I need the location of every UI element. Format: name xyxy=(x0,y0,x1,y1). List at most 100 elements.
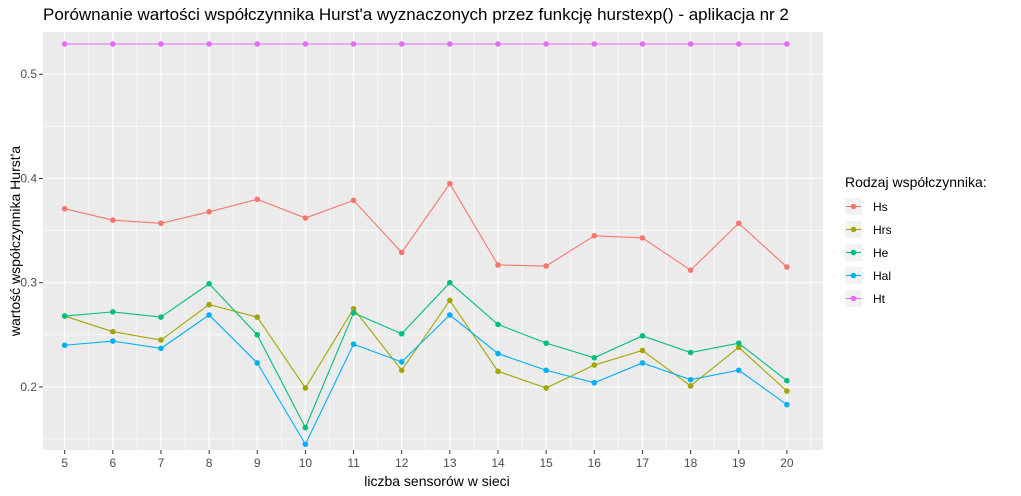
data-point-hal xyxy=(639,360,646,366)
legend-label-hal: Hal xyxy=(873,269,891,283)
x-tick-label: 7 xyxy=(158,456,165,470)
data-point-he xyxy=(447,279,453,286)
data-point-he xyxy=(784,377,790,384)
legend-title: Rodzaj współczynnika: xyxy=(845,174,987,190)
x-tick-label: 8 xyxy=(206,456,213,470)
data-point-he xyxy=(110,309,116,315)
series-line-hs xyxy=(64,182,788,271)
data-point-ht xyxy=(495,41,501,47)
data-point-hs xyxy=(398,249,405,256)
data-point-hrs xyxy=(206,301,212,308)
y-tick-label: 0.5 xyxy=(20,67,37,81)
data-point-hs xyxy=(591,232,598,239)
legend: Rodzaj współczynnika: Hs Hrs He Hal Ht xyxy=(845,174,987,307)
data-point-he xyxy=(302,424,309,431)
data-point-hs xyxy=(639,235,646,241)
data-point-hal xyxy=(350,341,357,347)
x-tick-label: 5 xyxy=(61,456,68,470)
data-point-hal xyxy=(784,401,790,408)
series-line-hrs xyxy=(64,299,788,392)
legend-point-ht xyxy=(850,295,857,302)
data-point-ht xyxy=(687,41,694,47)
data-point-hal xyxy=(398,359,405,365)
data-point-he xyxy=(639,333,646,339)
data-point-hal xyxy=(447,312,453,318)
series-layer xyxy=(61,41,790,448)
series-line-he xyxy=(64,281,788,429)
data-point-ht xyxy=(398,41,405,47)
chart-title: Porównanie wartości współczynnika Hurst'… xyxy=(43,5,789,24)
legend-label-he: He xyxy=(873,246,889,260)
data-point-he xyxy=(398,330,405,337)
data-point-hs xyxy=(350,197,357,204)
data-point-hrs xyxy=(543,385,549,391)
x-tick-label: 18 xyxy=(684,456,698,470)
data-point-hrs xyxy=(350,305,357,312)
data-point-he xyxy=(543,340,549,346)
data-point-ht xyxy=(735,41,742,47)
data-point-ht xyxy=(110,41,116,47)
data-point-hrs xyxy=(398,367,405,374)
legend-label-ht: Ht xyxy=(873,292,886,306)
data-point-hal xyxy=(158,345,164,352)
data-point-hrs xyxy=(784,388,790,394)
data-point-hs xyxy=(735,220,742,227)
data-point-ht xyxy=(447,41,453,47)
y-axis-title: wartość współczynnika Hurst'a xyxy=(7,146,23,337)
data-point-ht xyxy=(302,41,309,47)
x-tick-label: 17 xyxy=(636,456,650,470)
data-point-he xyxy=(158,314,164,320)
data-point-he xyxy=(61,313,68,319)
data-point-hal xyxy=(254,360,261,366)
data-point-ht xyxy=(591,41,598,47)
data-point-ht xyxy=(61,41,68,47)
x-tick-label: 15 xyxy=(539,456,553,470)
data-point-hs xyxy=(110,217,116,223)
y-tick-label: 0.4 xyxy=(20,171,37,185)
x-tick-label: 20 xyxy=(780,456,794,470)
x-tick-label: 12 xyxy=(395,456,409,470)
data-point-hs xyxy=(158,220,164,227)
data-point-hs xyxy=(495,262,501,268)
data-point-hal xyxy=(591,379,598,386)
data-point-hs xyxy=(447,180,453,187)
legend-point-hrs xyxy=(850,226,857,233)
legend-point-he xyxy=(850,249,857,256)
data-point-he xyxy=(735,340,742,346)
legend-label-hrs: Hrs xyxy=(873,223,892,237)
data-point-hrs xyxy=(158,337,164,343)
x-tick-label: 10 xyxy=(299,456,313,470)
x-tick-label: 6 xyxy=(109,456,116,470)
data-point-hs xyxy=(61,205,68,212)
x-tick-label: 19 xyxy=(732,456,746,470)
legend-label-hs: Hs xyxy=(873,200,888,214)
data-point-hs xyxy=(302,215,309,221)
x-tick-label: 13 xyxy=(443,456,457,470)
data-point-hal xyxy=(61,342,68,349)
x-tick-label: 14 xyxy=(491,456,505,470)
data-point-hrs xyxy=(447,297,453,304)
data-point-ht xyxy=(350,41,357,47)
data-point-he xyxy=(254,332,261,338)
data-point-ht xyxy=(254,41,261,47)
data-point-ht xyxy=(784,41,790,47)
y-axis: 0.2 0.3 0.4 0.5 xyxy=(20,67,43,394)
data-point-he xyxy=(591,354,598,361)
data-point-ht xyxy=(543,41,549,47)
data-point-hal xyxy=(735,367,742,374)
data-point-he xyxy=(495,321,501,328)
data-point-ht xyxy=(206,41,212,47)
data-point-hrs xyxy=(495,368,501,375)
data-point-hrs xyxy=(687,383,694,389)
data-point-hrs xyxy=(110,328,116,335)
data-point-hs xyxy=(254,196,261,203)
data-point-hs xyxy=(206,209,212,215)
series-line-hal xyxy=(64,314,788,446)
data-point-hal xyxy=(543,367,549,374)
data-point-hal xyxy=(110,338,116,344)
data-point-he xyxy=(206,280,212,287)
data-point-he xyxy=(687,349,694,356)
data-point-hrs xyxy=(735,344,742,351)
data-point-ht xyxy=(639,41,646,47)
